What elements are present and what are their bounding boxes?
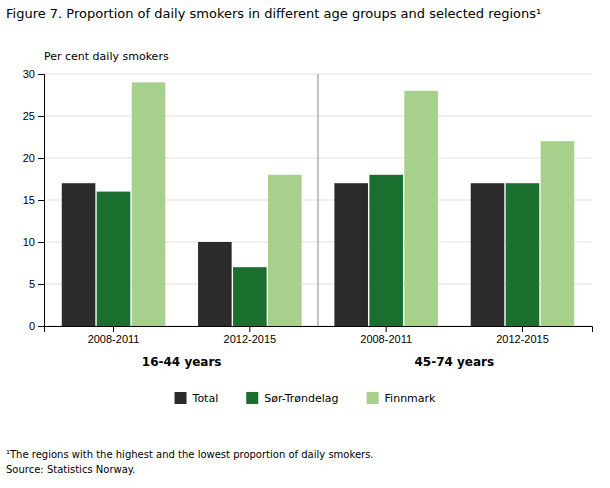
legend-item: Total	[175, 392, 219, 405]
y-tick: 20	[23, 152, 44, 164]
y-tick-label: 10	[23, 236, 35, 248]
title: Figure 7. Proportion of daily smokers in…	[6, 6, 541, 21]
y-axis-line	[38, 75, 45, 327]
chart-svg: Figure 7. Proportion of daily smokers in…	[0, 0, 610, 488]
legend-item: Sør-Trøndelag	[246, 392, 338, 405]
y-tick-label: 5	[29, 278, 35, 290]
y-tick-mark	[38, 284, 44, 285]
y-tick: 30	[23, 68, 44, 80]
legend-label: Total	[192, 392, 219, 405]
bar-series	[132, 82, 575, 326]
x-tick: 2012-2015	[224, 326, 277, 345]
y-tick-mark	[38, 242, 44, 243]
x-tick-label: 2012-2015	[496, 333, 549, 345]
y-tick-label: 20	[23, 152, 35, 164]
bar	[506, 183, 540, 326]
y-tick-mark	[38, 158, 44, 159]
x-tick: 2012-2015	[496, 326, 549, 345]
y-tick-label: 0	[29, 320, 35, 332]
legend: Total Sør-Trøndelag Finnmark	[175, 392, 437, 405]
bar	[233, 267, 267, 326]
y-tick: 15	[23, 194, 44, 206]
footnote: ¹The regions with the highest and the lo…	[6, 449, 374, 460]
y-axis-label: Per cent daily smokers	[44, 50, 169, 63]
bar	[198, 242, 232, 326]
y-tick-mark	[38, 116, 44, 117]
x-tick-label: 2008-2011	[360, 333, 412, 345]
bar	[404, 91, 438, 326]
y-axis: 0 5 10 15 20 25 30	[23, 68, 45, 332]
group-label: 45-74 years	[414, 355, 494, 369]
bar	[334, 183, 368, 326]
y-tick: 10	[23, 236, 44, 248]
y-tick-label: 15	[23, 194, 35, 206]
x-axis: 2008-2011 2012-2015 2008-2011 2012-2015	[45, 326, 593, 345]
y-tick: 0	[29, 320, 44, 332]
x-tick-mark	[522, 326, 523, 332]
group-label: 16-44 years	[142, 355, 222, 369]
plot-area: 16-44 years 45-74 years 0 5 10 15 20 25 30 2008-2…	[23, 68, 593, 369]
x-axis-line	[45, 327, 593, 333]
bar	[132, 82, 166, 326]
legend-label: Sør-Trøndelag	[264, 392, 338, 405]
bar	[471, 183, 505, 326]
y-tick-mark	[38, 326, 44, 327]
legend-item: Finnmark	[367, 392, 437, 405]
grid	[44, 74, 592, 326]
bar	[268, 175, 302, 326]
x-tick-label: 2008-2011	[88, 333, 140, 345]
chart-container: Figure 7. Proportion of daily smokers in…	[0, 0, 610, 488]
y-tick-mark	[38, 74, 44, 75]
bar	[97, 192, 131, 326]
y-tick-label: 30	[23, 68, 35, 80]
x-tick-mark	[386, 326, 387, 332]
footnote: Source: Statistics Norway.	[6, 464, 135, 475]
bar	[62, 183, 96, 326]
x-tick: 2008-2011	[88, 326, 140, 345]
legend-swatch	[367, 392, 379, 404]
x-tick-mark	[113, 326, 114, 332]
x-tick: 2008-2011	[360, 326, 412, 345]
legend-swatch	[175, 392, 187, 404]
legend-label: Finnmark	[385, 392, 437, 405]
bar	[541, 141, 575, 326]
legend-swatch	[246, 392, 258, 404]
y-tick-label: 25	[23, 110, 35, 122]
x-tick-label: 2012-2015	[224, 333, 277, 345]
group-divider	[318, 74, 319, 326]
bar	[369, 175, 403, 326]
y-tick-mark	[38, 200, 44, 201]
y-tick: 5	[29, 278, 44, 290]
y-tick: 25	[23, 110, 44, 122]
x-tick-mark	[249, 326, 250, 332]
